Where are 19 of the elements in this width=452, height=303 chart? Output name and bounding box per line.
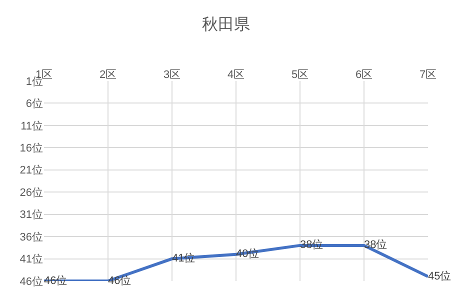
x-tick-label: 5区 bbox=[291, 68, 309, 81]
chart-title: 秋田県 bbox=[202, 16, 250, 34]
x-tick-label: 7区 bbox=[419, 68, 437, 81]
y-tick-label: 11位 bbox=[20, 120, 43, 132]
x-tick-label: 2区 bbox=[99, 68, 117, 81]
y-tick-label: 36位 bbox=[20, 231, 43, 244]
y-tick-label: 46位 bbox=[20, 276, 43, 288]
data-label: 38位 bbox=[300, 239, 324, 252]
y-tick-label: 21位 bbox=[20, 164, 43, 177]
data-label: 45位 bbox=[428, 270, 452, 282]
x-tick-label: 4区 bbox=[227, 68, 245, 81]
y-tick-label: 41位 bbox=[20, 254, 43, 266]
y-tick-label: 1位 bbox=[26, 76, 43, 88]
y-tick-label: 6位 bbox=[26, 98, 43, 110]
y-tick-label: 16位 bbox=[20, 142, 43, 155]
y-tick-label: 31位 bbox=[20, 209, 43, 222]
x-tick-label: 3区 bbox=[163, 68, 181, 81]
y-tick-label: 26位 bbox=[20, 186, 43, 199]
x-tick-label: 6区 bbox=[355, 68, 373, 81]
